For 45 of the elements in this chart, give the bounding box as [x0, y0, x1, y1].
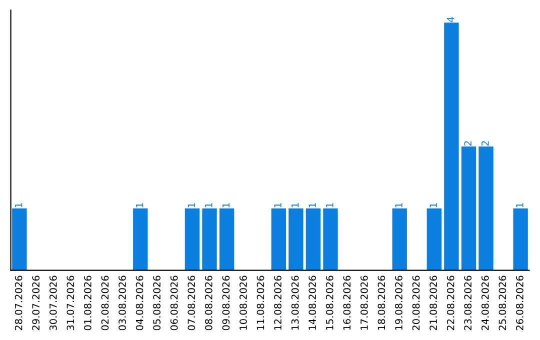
- x-tick-label: 22.08.2026: [446, 276, 454, 330]
- x-tick-label: 09.08.2026: [222, 276, 230, 330]
- x-tick-label: 25.08.2026: [498, 276, 506, 330]
- data-label: 1: [15, 203, 22, 208]
- x-tick-label: 30.07.2026: [49, 276, 57, 330]
- data-label: 1: [205, 203, 212, 208]
- x-tick-label: 31.07.2026: [66, 276, 74, 330]
- x-tick-label: 14.08.2026: [308, 276, 316, 330]
- x-tick-label: 08.08.2026: [204, 276, 212, 330]
- x-tick-label: 06.08.2026: [170, 276, 178, 330]
- x-tick-label: 24.08.2026: [481, 276, 489, 330]
- x-tick-label: 28.07.2026: [14, 276, 22, 330]
- x-tick-label: 03.08.2026: [118, 276, 126, 330]
- data-label: 1: [274, 203, 282, 208]
- x-tick-label: 04.08.2026: [136, 276, 144, 330]
- x-tick-label: 12.08.2026: [274, 276, 282, 330]
- data-label: 1: [326, 203, 334, 208]
- x-tick-label: 29.07.2026: [32, 276, 40, 330]
- x-tick-label: 11.08.2026: [256, 276, 264, 330]
- x-tick-label: 21.08.2026: [430, 276, 437, 330]
- data-label: 1: [430, 203, 437, 208]
- x-tick-label: 15.08.2026: [326, 276, 334, 330]
- x-tick-label: 02.08.2026: [101, 276, 109, 330]
- x-tick-label: 16.08.2026: [343, 276, 351, 330]
- data-label: 2: [464, 141, 472, 146]
- x-tick-label: 26.08.2026: [516, 276, 524, 330]
- x-tick-label: 13.08.2026: [291, 276, 299, 330]
- data-label: 1: [188, 203, 195, 208]
- x-tick-label: 23.08.2026: [464, 276, 472, 330]
- data-label: 4: [447, 16, 454, 22]
- data-label: 1: [292, 203, 299, 208]
- x-tick-label: 18.08.2026: [378, 276, 386, 330]
- data-label: 1: [308, 203, 316, 208]
- x-tick-label: 01.08.2026: [84, 276, 92, 330]
- data-label: 1: [516, 203, 524, 208]
- x-tick-label: 10.08.2026: [240, 276, 247, 330]
- data-label: 1: [395, 203, 402, 208]
- x-tick-label: 05.08.2026: [153, 276, 160, 330]
- x-tick-label: 20.08.2026: [412, 276, 420, 330]
- x-tick-label: 19.08.2026: [395, 276, 402, 330]
- data-label: 1: [136, 203, 144, 208]
- data-label: 1: [222, 203, 230, 208]
- x-tick-label: 17.08.2026: [360, 276, 368, 330]
- x-tick-label: 07.08.2026: [188, 276, 196, 330]
- data-label: 2: [481, 141, 489, 146]
